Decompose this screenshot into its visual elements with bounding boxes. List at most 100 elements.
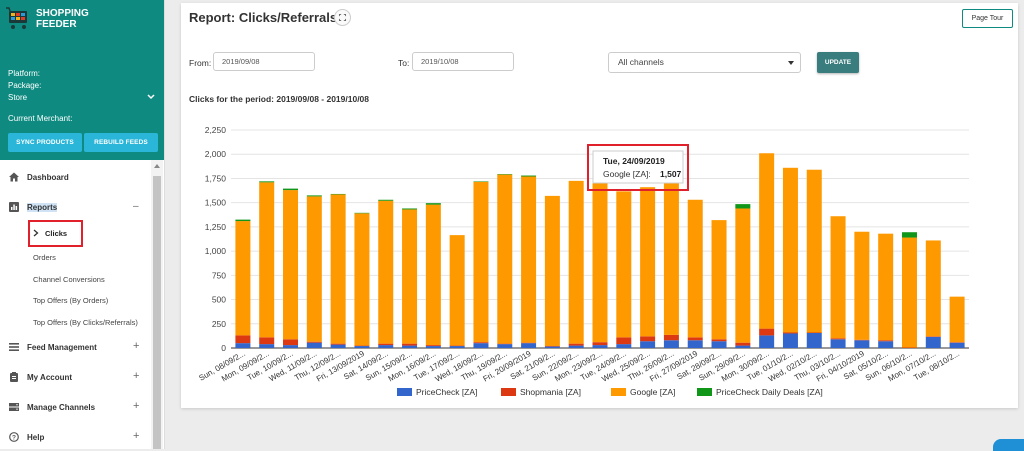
collapse-toggle-icon[interactable]: –	[133, 201, 139, 212]
bar-segment[interactable]	[783, 168, 798, 333]
bar-segment[interactable]	[640, 336, 655, 341]
bar-segment[interactable]	[521, 343, 536, 348]
chevron-down-icon[interactable]	[147, 93, 155, 101]
channel-select[interactable]: All channels	[608, 52, 801, 73]
bar-segment[interactable]	[735, 204, 750, 208]
bar-segment[interactable]	[259, 181, 274, 182]
bar-segment[interactable]	[854, 232, 869, 340]
bar-segment[interactable]	[640, 187, 655, 336]
nav-item-dashboard[interactable]: Dashboard	[0, 167, 150, 187]
bar-segment[interactable]	[712, 341, 727, 348]
bar-segment[interactable]	[831, 338, 846, 339]
bar-segment[interactable]	[593, 345, 608, 348]
bar-segment[interactable]	[878, 341, 893, 348]
bar-segment[interactable]	[307, 342, 322, 343]
sync-products-button[interactable]: SYNC PRODUCTS	[8, 133, 82, 152]
bar-segment[interactable]	[235, 220, 250, 221]
bar-segment[interactable]	[402, 209, 417, 343]
bar-segment[interactable]	[497, 344, 512, 348]
bar-segment[interactable]	[331, 194, 346, 343]
bar-segment[interactable]	[926, 337, 941, 348]
store-selector[interactable]: Store	[8, 93, 27, 102]
bar-segment[interactable]	[902, 238, 917, 348]
bar-segment[interactable]	[759, 329, 774, 336]
bar-segment[interactable]	[712, 220, 727, 339]
bar-segment[interactable]	[354, 213, 369, 345]
bar-segment[interactable]	[545, 196, 560, 346]
expand-plus-icon[interactable]: +	[133, 400, 139, 412]
bar-segment[interactable]	[402, 346, 417, 348]
bar-segment[interactable]	[688, 337, 703, 340]
bar-segment[interactable]	[831, 339, 846, 348]
nav-item-my-account[interactable]: My Account +	[0, 367, 150, 387]
bar-segment[interactable]	[854, 340, 869, 348]
bar-segment[interactable]	[402, 208, 417, 209]
bar-segment[interactable]	[450, 346, 465, 348]
bar-segment[interactable]	[950, 297, 965, 343]
bar-segment[interactable]	[664, 335, 679, 340]
bar-segment[interactable]	[235, 343, 250, 348]
sidebar-item-orders[interactable]: Orders	[33, 253, 56, 262]
bar-segment[interactable]	[545, 347, 560, 348]
bar-segment[interactable]	[783, 332, 798, 333]
bar-segment[interactable]	[473, 342, 488, 343]
nav-item-help[interactable]: ? Help +	[0, 427, 150, 447]
bar-segment[interactable]	[426, 345, 441, 346]
bar-segment[interactable]	[688, 200, 703, 338]
update-button[interactable]: UPDATE	[817, 52, 859, 73]
bar-segment[interactable]	[283, 339, 298, 345]
bar-segment[interactable]	[712, 339, 727, 341]
scroll-thumb[interactable]	[153, 176, 161, 449]
logo[interactable]: SHOPPING FEEDER	[6, 5, 116, 35]
nav-item-manage-channels[interactable]: Manage Channels +	[0, 397, 150, 417]
bar-segment[interactable]	[307, 196, 322, 341]
rebuild-feeds-button[interactable]: REBUILD FEEDS	[84, 133, 158, 152]
bar-segment[interactable]	[735, 346, 750, 348]
bar-segment[interactable]	[378, 345, 393, 348]
expand-plus-icon[interactable]: +	[133, 370, 139, 382]
sidebar-scrollbar[interactable]	[151, 160, 163, 449]
sidebar-item-channel-conversions[interactable]: Channel Conversions	[33, 275, 105, 284]
bar-segment[interactable]	[426, 205, 441, 345]
bar-segment[interactable]	[354, 346, 369, 348]
bar-segment[interactable]	[759, 335, 774, 348]
page-tour-button[interactable]: Page Tour	[962, 9, 1013, 28]
fullscreen-expand-icon[interactable]	[334, 9, 351, 26]
from-date-input[interactable]: 2019/09/08	[213, 52, 315, 71]
sidebar-item-clicks[interactable]: Clicks	[45, 229, 67, 238]
bar-segment[interactable]	[307, 195, 322, 196]
bar-segment[interactable]	[807, 170, 822, 333]
bar-segment[interactable]	[807, 333, 822, 348]
bar-segment[interactable]	[497, 175, 512, 344]
bar-segment[interactable]	[902, 232, 917, 237]
bar-segment[interactable]	[378, 201, 393, 344]
bar-segment[interactable]	[616, 337, 631, 344]
bar-segment[interactable]	[307, 343, 322, 348]
bar-segment[interactable]	[426, 203, 441, 204]
bar-segment[interactable]	[569, 344, 584, 346]
nav-item-feed-management[interactable]: Feed Management +	[0, 337, 150, 357]
bar-segment[interactable]	[593, 342, 608, 345]
bar-segment[interactable]	[735, 208, 750, 342]
bar-segment[interactable]	[450, 235, 465, 345]
expand-plus-icon[interactable]: +	[133, 340, 139, 352]
bar-segment[interactable]	[235, 221, 250, 335]
bar-segment[interactable]	[831, 216, 846, 338]
bar-segment[interactable]	[783, 333, 798, 348]
bar-segment[interactable]	[259, 344, 274, 348]
bar-segment[interactable]	[616, 344, 631, 348]
bar-segment[interactable]	[950, 343, 965, 348]
bar-segment[interactable]	[640, 341, 655, 348]
bar-segment[interactable]	[521, 176, 536, 177]
sidebar-item-top-offers-clicks[interactable]: Top Offers (By Clicks/Referrals)	[33, 318, 138, 327]
bar-segment[interactable]	[569, 181, 584, 344]
expand-plus-icon[interactable]: +	[133, 430, 139, 442]
bar-segment[interactable]	[664, 182, 679, 335]
bar-segment[interactable]	[235, 335, 250, 343]
sidebar-item-top-offers-orders[interactable]: Top Offers (By Orders)	[33, 296, 108, 305]
bar-segment[interactable]	[473, 343, 488, 348]
bar-segment[interactable]	[735, 343, 750, 346]
bar-segment[interactable]	[402, 344, 417, 346]
bar-segment[interactable]	[331, 345, 346, 348]
bar-segment[interactable]	[283, 189, 298, 190]
